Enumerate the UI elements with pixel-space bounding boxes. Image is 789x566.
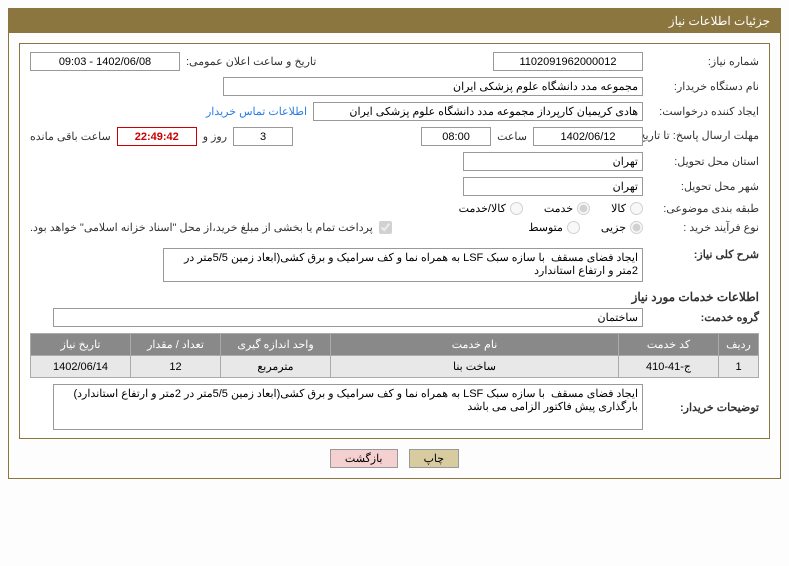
cat-service-radio [577,202,590,215]
td-code: ج-41-410 [619,356,719,378]
countdown-input [117,127,197,146]
proc-partial-radio [630,221,643,234]
td-name: ساخت بنا [331,356,619,378]
cat-both-label: کالا/خدمت [459,202,506,215]
announce-label: تاریخ و ساعت اعلان عمومی: [186,55,316,68]
deadline-time-input [421,127,491,146]
category-label: طبقه بندی موضوعی: [649,202,759,215]
province-input [463,152,643,171]
td-date: 1402/06/14 [31,356,131,378]
proc-medium-radio [567,221,580,234]
th-date: تاریخ نیاز [31,334,131,356]
main-desc-label: شرح کلی نیاز: [649,248,759,261]
announce-input [30,52,180,71]
proc-partial-label: جزیی [601,221,626,234]
th-row: ردیف [719,334,759,356]
days-suffix: روز و [203,130,227,143]
payment-note: پرداخت تمام یا بخشی از مبلغ خرید،از محل … [30,221,373,234]
deadline-label: مهلت ارسال پاسخ: تا تاریخ: [649,129,759,143]
td-unit: مترمربع [221,356,331,378]
details-box: شماره نیاز: تاریخ و ساعت اعلان عمومی: نا… [19,43,770,439]
cat-goods-label: کالا [611,202,626,215]
req-number-input [493,52,643,71]
proc-medium-label: متوسط [528,221,563,234]
days-input [233,127,293,146]
contact-link[interactable]: اطلاعات تماس خریدار [206,105,307,118]
th-name: نام خدمت [331,334,619,356]
buyer-notes-textarea [53,384,643,430]
province-label: استان محل تحویل: [649,155,759,168]
panel-title: جزئیات اطلاعات نیاز [9,9,780,33]
service-group-label: گروه خدمت: [649,311,759,324]
process-label: نوع فرآیند خرید : [649,221,759,234]
payment-checkbox [379,221,392,234]
td-row: 1 [719,356,759,378]
city-input [463,177,643,196]
services-section-title: اطلاعات خدمات مورد نیاز [30,290,759,304]
services-table: ردیف کد خدمت نام خدمت واحد اندازه گیری ت… [30,333,759,378]
main-desc-textarea [163,248,643,282]
creator-label: ایجاد کننده درخواست: [649,105,759,118]
main-panel: جزئیات اطلاعات نیاز شماره نیاز: تاریخ و … [8,8,781,479]
buyer-notes-label: توضیحات خریدار: [649,401,759,414]
th-qty: تعداد / مقدار [131,334,221,356]
th-unit: واحد اندازه گیری [221,334,331,356]
cat-service-label: خدمت [544,202,573,215]
cat-goods-radio [630,202,643,215]
buyer-input [223,77,643,96]
req-number-label: شماره نیاز: [649,55,759,68]
cat-both-radio [510,202,523,215]
remaining-label: ساعت باقی مانده [30,130,111,143]
print-button[interactable]: چاپ [409,449,460,468]
back-button[interactable]: بازگشت [330,449,398,468]
city-label: شهر محل تحویل: [649,180,759,193]
table-row: 1 ج-41-410 ساخت بنا مترمربع 12 1402/06/1… [31,356,759,378]
td-qty: 12 [131,356,221,378]
time-label: ساعت [497,130,527,143]
buyer-label: نام دستگاه خریدار: [649,80,759,93]
th-code: کد خدمت [619,334,719,356]
deadline-date-input [533,127,643,146]
creator-input [313,102,643,121]
service-group-input [53,308,643,327]
